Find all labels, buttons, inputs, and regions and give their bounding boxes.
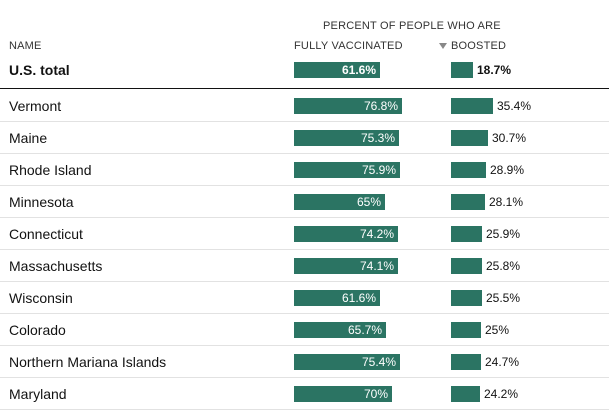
state-name: Wisconsin [9,290,73,306]
boosted-bar [451,194,485,210]
us-total-label: U.S. total [9,62,70,78]
state-name: Vermont [9,98,62,114]
fully-vaccinated-bar [294,258,398,274]
state-name: Minnesota [9,194,74,210]
boosted-value: 28.1% [489,195,524,209]
column-header-boosted[interactable]: BOOSTED [451,40,507,52]
table-row: Connecticut 74.2% 25.9% [0,218,609,250]
boosted-value: 25.9% [486,227,521,241]
boosted-value: 25.8% [486,259,521,273]
fully-vaccinated-value: 61.6% [341,63,376,77]
boosted-bar [451,98,493,114]
state-name: Maine [9,130,48,146]
fully-vaccinated-bar [294,386,392,402]
boosted-bar [451,386,480,402]
table-row: Massachusetts 74.1% 25.8% [0,250,609,282]
fully-vaccinated-bar [294,194,385,210]
fully-vaccinated-value: 65.7% [347,323,382,337]
table-row: Vermont 76.8% 35.4% [0,90,609,122]
table-row: Maine 75.3% 30.7% [0,122,609,154]
fully-vaccinated-bar [294,162,400,178]
fully-vaccinated-value: 61.6% [341,291,376,305]
state-name: Maryland [9,386,67,402]
state-name: Northern Mariana Islands [9,354,167,370]
fully-vaccinated-value: 74.1% [359,259,394,273]
fully-vaccinated-value: 65% [356,195,381,209]
table-row: Wisconsin 61.6% 25.5% [0,282,609,314]
fully-vaccinated-bar [294,226,398,242]
boosted-value: 35.4% [497,99,532,113]
table-row: Maryland 70% 24.2% [0,378,609,410]
boosted-bar [451,226,482,242]
boosted-bar [451,258,482,274]
fully-vaccinated-value: 76.8% [363,99,398,113]
boosted-value: 24.2% [484,387,519,401]
boosted-value: 30.7% [492,131,527,145]
column-header-name[interactable]: NAME [9,40,42,52]
table-row: Northern Mariana Islands 75.4% 24.7% [0,346,609,378]
boosted-bar [451,322,481,338]
boosted-bar [451,354,481,370]
fully-vaccinated-value: 75.9% [361,163,396,177]
sort-descending-icon [439,43,447,49]
boosted-value: 18.7% [477,63,512,77]
state-name: Connecticut [9,226,83,242]
table-row: Minnesota 65% 28.1% [0,186,609,218]
fully-vaccinated-value: 75.4% [361,355,396,369]
fully-vaccinated-bar [294,290,380,306]
table-row: Rhode Island 75.9% 28.9% [0,154,609,186]
fully-vaccinated-bar [294,62,380,78]
fully-vaccinated-value: 70% [363,387,388,401]
fully-vaccinated-bar [294,322,386,338]
boosted-value: 24.7% [485,355,520,369]
table-row: Colorado 65.7% 25% [0,314,609,346]
boosted-bar [451,290,482,306]
total-divider [0,88,609,89]
fully-vaccinated-bar [294,98,402,114]
super-header: PERCENT OF PEOPLE WHO ARE [323,20,501,32]
boosted-bar [451,162,486,178]
fully-vaccinated-bar [294,130,399,146]
fully-vaccinated-value: 74.2% [359,227,394,241]
boosted-value: 28.9% [490,163,525,177]
state-name: Rhode Island [9,162,92,178]
fully-vaccinated-value: 75.3% [360,131,395,145]
state-name: Massachusetts [9,258,103,274]
boosted-bar [451,62,473,78]
state-name: Colorado [9,322,66,338]
column-header-fully-vaccinated[interactable]: FULLY VACCINATED [294,40,403,52]
fully-vaccinated-bar [294,354,400,370]
boosted-value: 25% [485,323,510,337]
boosted-bar [451,130,488,146]
boosted-value: 25.5% [486,291,521,305]
